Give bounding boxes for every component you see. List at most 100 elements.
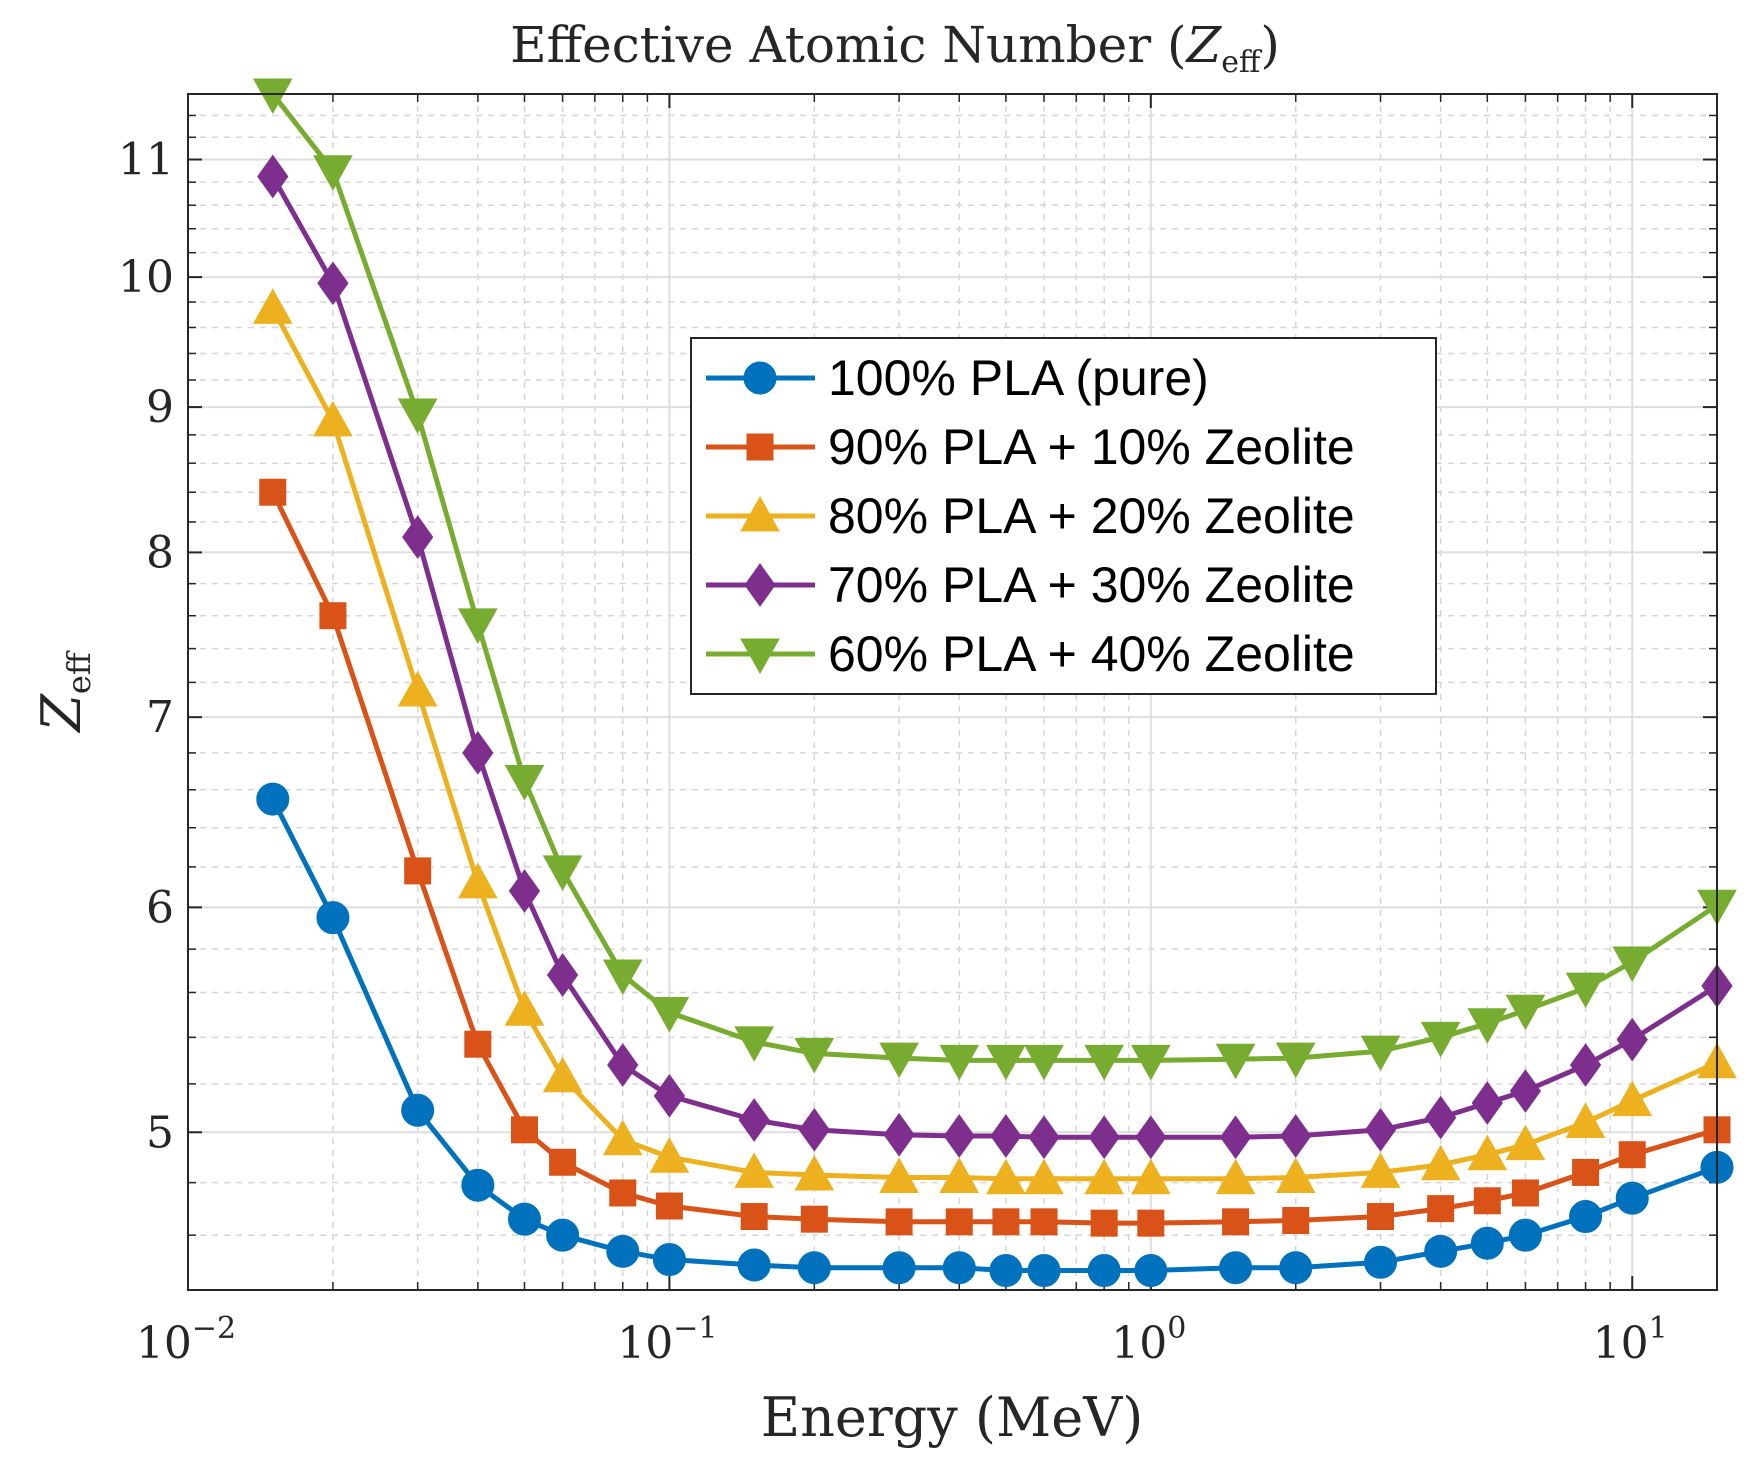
data-point (990, 1114, 1022, 1158)
series-4 (257, 154, 1733, 1160)
data-point (1084, 1044, 1125, 1081)
x-tick-base: 10 (617, 1318, 673, 1369)
data-point (740, 495, 780, 532)
data-point (462, 731, 494, 775)
data-point (1569, 1043, 1602, 1087)
data-point (879, 1157, 919, 1194)
data-point (1618, 1141, 1646, 1169)
legend-label: 90% PLA + 10% Zeolite (828, 419, 1355, 475)
data-point (737, 1248, 771, 1282)
y-tick-label: 6 (146, 882, 174, 933)
data-point (1087, 1254, 1121, 1288)
data-point (402, 515, 434, 559)
data-point (504, 990, 545, 1026)
data-point (1030, 1208, 1058, 1236)
y-tick-label: 9 (146, 382, 174, 433)
data-point (1360, 1035, 1401, 1072)
data-point (1427, 1195, 1455, 1223)
data-point (1130, 1158, 1171, 1195)
legend-entry: 70% PLA + 30% Zeolite (706, 557, 1355, 613)
data-point (1612, 946, 1653, 983)
x-tick-label: 10−2 (136, 1311, 236, 1369)
data-point (734, 1152, 775, 1188)
data-point (1222, 1208, 1250, 1236)
y-axis-label: Zeff (30, 650, 98, 733)
axes-box (187, 93, 1718, 1291)
series-3 (252, 288, 1737, 1195)
legend-label: 60% PLA + 40% Zeolite (828, 626, 1355, 682)
data-point (602, 1119, 643, 1156)
data-point (1565, 972, 1606, 1009)
data-point (734, 1026, 775, 1062)
data-point (1467, 1008, 1508, 1044)
data-point (508, 869, 541, 913)
data-point (1024, 1158, 1064, 1195)
series-layer (252, 78, 1737, 1288)
legend-entry: 60% PLA + 40% Zeolite (706, 626, 1355, 682)
legend-label: 100% PLA (pure) (828, 350, 1209, 406)
data-point (1509, 1069, 1542, 1113)
data-point (252, 288, 293, 324)
data-point (649, 996, 690, 1033)
data-point (1367, 1203, 1395, 1231)
data-point (457, 608, 498, 644)
x-tick-base: 10 (1111, 1318, 1167, 1369)
y-tick-label: 8 (146, 527, 174, 578)
data-point (1090, 1209, 1118, 1237)
legend-entry: 80% PLA + 20% Zeolite (706, 488, 1355, 544)
data-point (1364, 1245, 1398, 1279)
data-point (464, 1030, 492, 1058)
data-point (879, 1042, 919, 1079)
data-point (1505, 994, 1546, 1031)
data-point (746, 433, 774, 461)
data-point (252, 78, 293, 115)
data-point (738, 1098, 770, 1142)
data-point (319, 602, 347, 630)
data-point (655, 1192, 683, 1220)
legend-entries: 100% PLA (pure) 90% PLA + 10% Zeolite 80% … (706, 350, 1355, 682)
data-point (1360, 1152, 1401, 1188)
x-tick-exponent: −2 (192, 1311, 236, 1346)
data-point (740, 638, 780, 675)
data-point (259, 478, 287, 506)
data-point (256, 782, 290, 816)
data-point (1279, 1251, 1313, 1285)
data-point (1511, 1179, 1539, 1207)
data-point (986, 1044, 1026, 1081)
data-point (989, 1254, 1023, 1288)
x-tick-base: 10 (1593, 1318, 1649, 1369)
chart-title-var: Z (1185, 16, 1223, 74)
data-point (986, 1158, 1026, 1195)
data-point (1088, 1115, 1120, 1160)
data-point (1424, 1234, 1458, 1268)
y-tick-label: 7 (146, 692, 174, 743)
y-tick-label: 11 (118, 135, 174, 186)
data-point (992, 1208, 1020, 1236)
y-tick-label: 5 (146, 1107, 174, 1158)
data-point (939, 1044, 980, 1081)
data-point (885, 1208, 913, 1236)
data-point (1470, 1226, 1504, 1260)
data-point (1219, 1251, 1253, 1285)
chart-title: Effective Atomic Number (Zeff) (510, 16, 1280, 80)
data-point (546, 953, 579, 997)
x-tick-exponent: 1 (1649, 1311, 1668, 1346)
data-point (542, 1056, 583, 1093)
legend-label: 70% PLA + 30% Zeolite (828, 557, 1355, 613)
series-2 (259, 478, 1731, 1237)
data-point (1565, 1102, 1606, 1138)
data-point (1612, 1080, 1653, 1117)
data-point (1364, 1107, 1397, 1152)
data-point (1084, 1158, 1125, 1195)
data-point (606, 1234, 640, 1268)
data-point (507, 1202, 541, 1236)
data-point (744, 563, 776, 607)
data-point (1425, 1095, 1457, 1140)
data-point (945, 1208, 973, 1236)
data-point (740, 1203, 768, 1231)
data-point (794, 1037, 835, 1074)
data-point (1508, 1218, 1542, 1252)
data-point (317, 261, 349, 306)
data-point (1130, 1044, 1171, 1081)
